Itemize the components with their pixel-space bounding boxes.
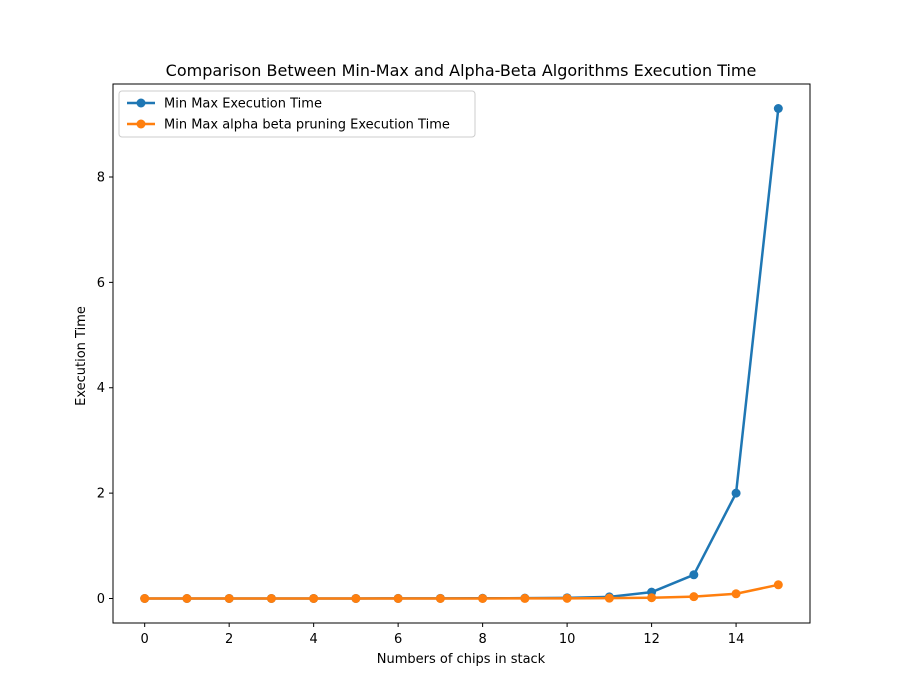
data-point (351, 594, 361, 603)
y-tick-label: 8 (97, 170, 105, 185)
x-tick-label: 12 (643, 632, 660, 647)
legend-marker (136, 119, 146, 129)
data-point (266, 594, 276, 603)
series-2 (140, 580, 783, 603)
data-point (309, 594, 319, 603)
x-tick-label: 4 (310, 632, 318, 647)
legend-box (118, 90, 476, 138)
data-point (562, 593, 572, 603)
data-point (478, 593, 488, 603)
x-axis-ticks: 0 2 4 6 8 10 12 14 (141, 623, 745, 647)
y-tick-label: 6 (97, 276, 105, 291)
x-axis-label: Numbers of chips in stack (377, 652, 546, 667)
data-point (689, 592, 699, 602)
legend-label: Min Max alpha beta pruning Execution Tim… (164, 118, 450, 133)
y-axis-label: Execution Time (74, 306, 89, 406)
legend-label: Min Max Execution Time (164, 97, 322, 112)
legend: Min Max Execution Time Min Max alpha beta… (118, 90, 476, 138)
data-point (140, 594, 150, 603)
data-point (182, 594, 192, 603)
legend-item: Min Max alpha beta pruning Execution Tim… (127, 118, 450, 133)
data-point (604, 593, 614, 603)
y-tick-label: 4 (97, 381, 105, 396)
data-point (224, 594, 234, 603)
data-point (773, 104, 783, 113)
data-point (647, 593, 657, 603)
data-point (393, 594, 403, 603)
x-tick-label: 10 (559, 632, 576, 647)
y-tick-label: 2 (97, 487, 105, 502)
y-tick-label: 0 (97, 592, 105, 607)
series-layer (140, 104, 783, 603)
plot-area (112, 83, 811, 624)
data-point (689, 570, 699, 580)
x-tick-label: 8 (478, 632, 486, 647)
data-point (435, 594, 445, 603)
chart-title: Comparison Between Min-Max and Alpha-Bet… (166, 61, 757, 80)
x-tick-label: 2 (225, 632, 233, 647)
data-point (773, 580, 783, 590)
data-point (731, 488, 741, 498)
legend-item: Min Max Execution Time (127, 97, 322, 112)
data-point (520, 593, 530, 603)
legend-marker (136, 98, 146, 108)
x-tick-label: 14 (728, 632, 745, 647)
data-point (731, 589, 741, 599)
x-tick-label: 6 (394, 632, 402, 647)
x-tick-label: 0 (141, 632, 149, 647)
y-axis-ticks: 0 2 4 6 8 (97, 170, 113, 607)
series-line (144, 583, 779, 600)
